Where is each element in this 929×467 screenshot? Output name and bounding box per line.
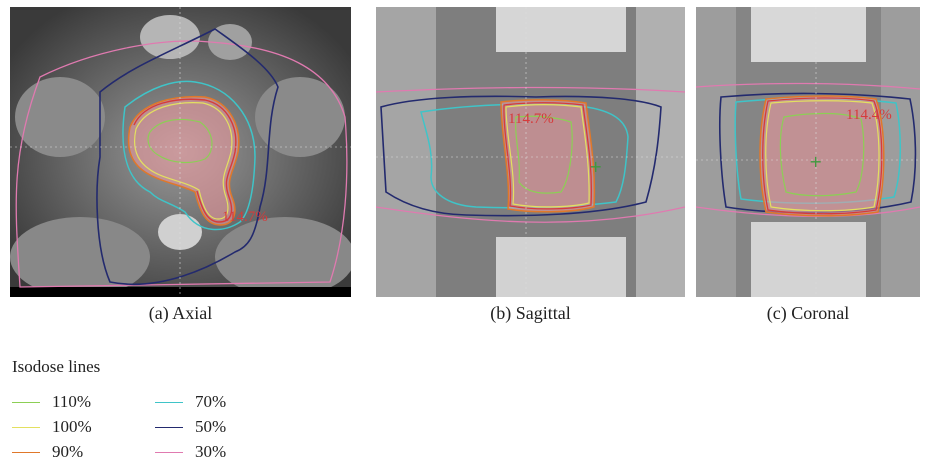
coronal-image: + 114.4% <box>696 7 920 297</box>
legend-item-90: 90% <box>12 442 83 462</box>
legend-label: 50% <box>195 417 227 436</box>
isodose-30-line <box>696 82 920 218</box>
max-dose-label: 114.7% <box>222 209 268 225</box>
legend-item-110: 110% <box>12 392 91 412</box>
isodose-100-line <box>133 102 233 220</box>
legend-label: 90% <box>52 442 84 461</box>
isodose-100-line <box>505 104 590 208</box>
high-dose-region <box>759 95 885 217</box>
isodose-50-line <box>719 92 917 214</box>
max-dose-label: 114.7% <box>508 111 554 127</box>
legend-swatch <box>155 451 183 453</box>
isodose-50-line <box>380 95 662 217</box>
crosshair-icon: + <box>809 152 822 171</box>
axial-caption: (a) Axial <box>148 303 213 323</box>
high-dose-region <box>127 95 240 226</box>
legend-swatch <box>155 401 183 403</box>
isodose-110-line <box>147 118 213 164</box>
max-dose-label: 114.4% <box>846 107 892 123</box>
legend-label: 70% <box>195 392 227 411</box>
legend-label: 110% <box>52 392 92 411</box>
isodose-110-line <box>515 115 573 194</box>
legend-swatch <box>155 426 183 428</box>
legend-label: 100% <box>52 417 92 436</box>
legend-swatch <box>12 426 40 428</box>
legend-title: Isodose lines <box>12 357 101 376</box>
sagittal-caption: (b) Sagittal <box>490 303 571 323</box>
legend-swatch <box>12 451 40 453</box>
legend-label: 30% <box>195 442 227 461</box>
legend-swatch <box>12 401 40 403</box>
crosshair-icon: + <box>589 157 602 176</box>
isodose-30-line <box>15 40 348 288</box>
legend-item-70: 70% <box>155 392 226 412</box>
isodose-50-line <box>96 28 279 286</box>
isodose-30-line <box>376 86 685 223</box>
isodose-100-line <box>765 100 880 212</box>
legend-item-30: 30% <box>155 442 226 462</box>
legend-item-50: 50% <box>155 417 226 437</box>
coronal-caption: (c) Coronal <box>766 303 850 323</box>
isodose-70-line <box>122 80 256 231</box>
legend-item-100: 100% <box>12 417 92 437</box>
axial-image: 114.7% <box>10 7 351 297</box>
sagittal-image: + 114.7% <box>376 7 685 297</box>
isodose-110-line <box>779 112 865 197</box>
high-dose-region <box>500 99 596 213</box>
